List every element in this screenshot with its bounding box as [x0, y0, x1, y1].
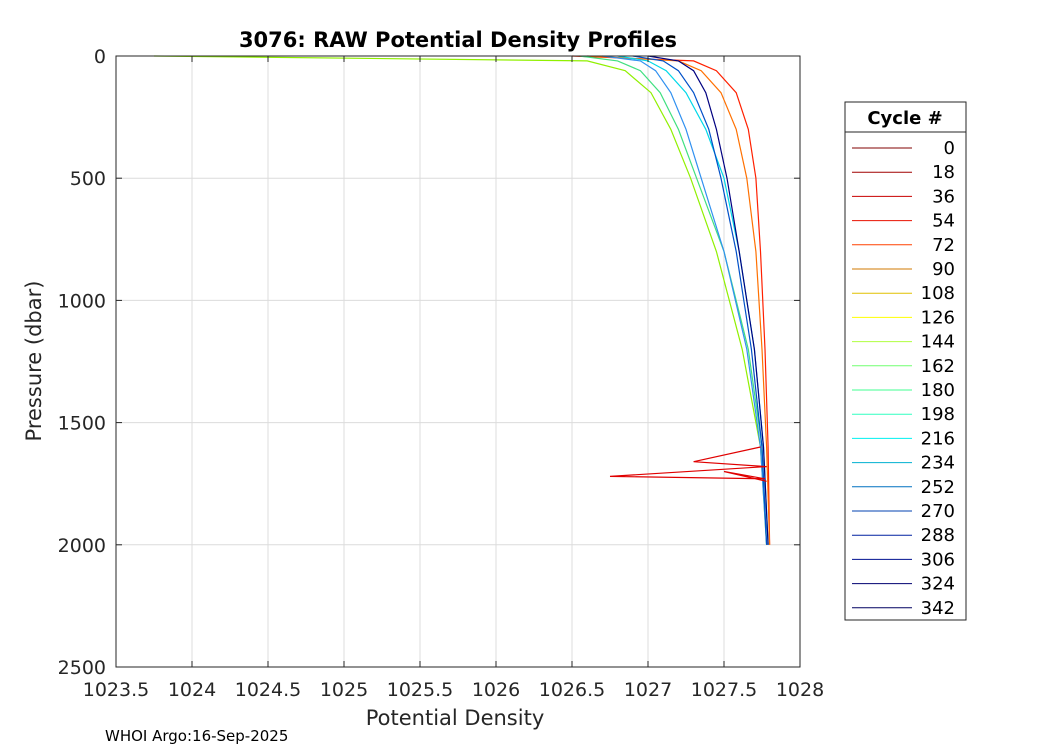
y-tick-label: 1500: [58, 413, 106, 435]
y-axis-label: Pressure (dbar): [22, 281, 46, 442]
legend-label: 36: [932, 186, 955, 207]
legend-label: 270: [921, 501, 955, 522]
legend-title: Cycle #: [867, 108, 942, 129]
x-tick-label: 1024.5: [235, 679, 301, 701]
x-tick-label: 1027: [624, 679, 672, 701]
y-tick-label: 500: [70, 168, 106, 190]
legend-label: 90: [932, 259, 955, 280]
x-tick-label: 1025.5: [387, 679, 453, 701]
legend-label: 0: [944, 138, 955, 159]
x-tick-label: 1026.5: [539, 679, 605, 701]
legend-label: 108: [921, 283, 955, 304]
chart-title: 3076: RAW Potential Density Profiles: [239, 28, 677, 52]
legend-label: 162: [921, 356, 955, 377]
legend-label: 54: [932, 211, 955, 232]
legend-entries: 0 18 36 54 72 90 108 126 144 162 180 198 216 234 252 27…: [852, 138, 955, 619]
series-line-orange: [587, 55, 771, 545]
series-line-blue: [632, 55, 768, 545]
x-tick-label: 1026: [472, 679, 520, 701]
x-tick-label: 1024: [168, 679, 216, 701]
footer-credit: WHOI Argo:16-Sep-2025: [105, 727, 288, 745]
x-tick-label: 1028: [776, 679, 824, 701]
legend-label: 198: [921, 404, 955, 425]
series-line-yellow-green: [153, 55, 768, 545]
legend-label: 252: [921, 477, 955, 498]
y-tick-label: 0: [94, 46, 106, 68]
legend-label: 144: [921, 332, 955, 353]
series-line-navy: [647, 55, 769, 545]
legend-box: [844, 101, 967, 621]
legend-label: 216: [921, 428, 955, 449]
legend-label: 18: [932, 162, 955, 183]
series-line-green: [579, 55, 768, 545]
legend-label: 126: [921, 307, 955, 328]
legend-label: 234: [921, 453, 955, 474]
x-tick-label: 1025: [320, 679, 368, 701]
ticks: 1023.5 1024 1024.5 1025 1025.5 1026 1026.5 1027…: [58, 46, 825, 701]
legend-label: 306: [921, 549, 955, 570]
x-axis-label: Potential Density: [366, 706, 545, 730]
plot-frame: [115, 55, 801, 668]
series-line-light-blue: [602, 55, 768, 545]
legend-label: 342: [921, 598, 955, 619]
x-tick-label: 1023.5: [83, 679, 149, 701]
series-layer: [153, 55, 771, 545]
y-tick-label: 1000: [58, 290, 106, 312]
plot-area: [116, 56, 800, 667]
legend-label: 180: [921, 380, 955, 401]
x-tick-label: 1027.5: [691, 679, 757, 701]
legend-label: 288: [921, 525, 955, 546]
series-line-deep-spike: [609, 446, 767, 482]
legend-label: 324: [921, 574, 955, 595]
series-line-warm-red: [571, 55, 771, 545]
y-tick-label: 2000: [58, 535, 106, 557]
legend-label: 72: [932, 235, 955, 256]
y-tick-label: 2500: [58, 657, 106, 679]
legend: Cycle # 0 18 36 54 72 90 108 126 144 162 180 198 216…: [844, 101, 967, 621]
